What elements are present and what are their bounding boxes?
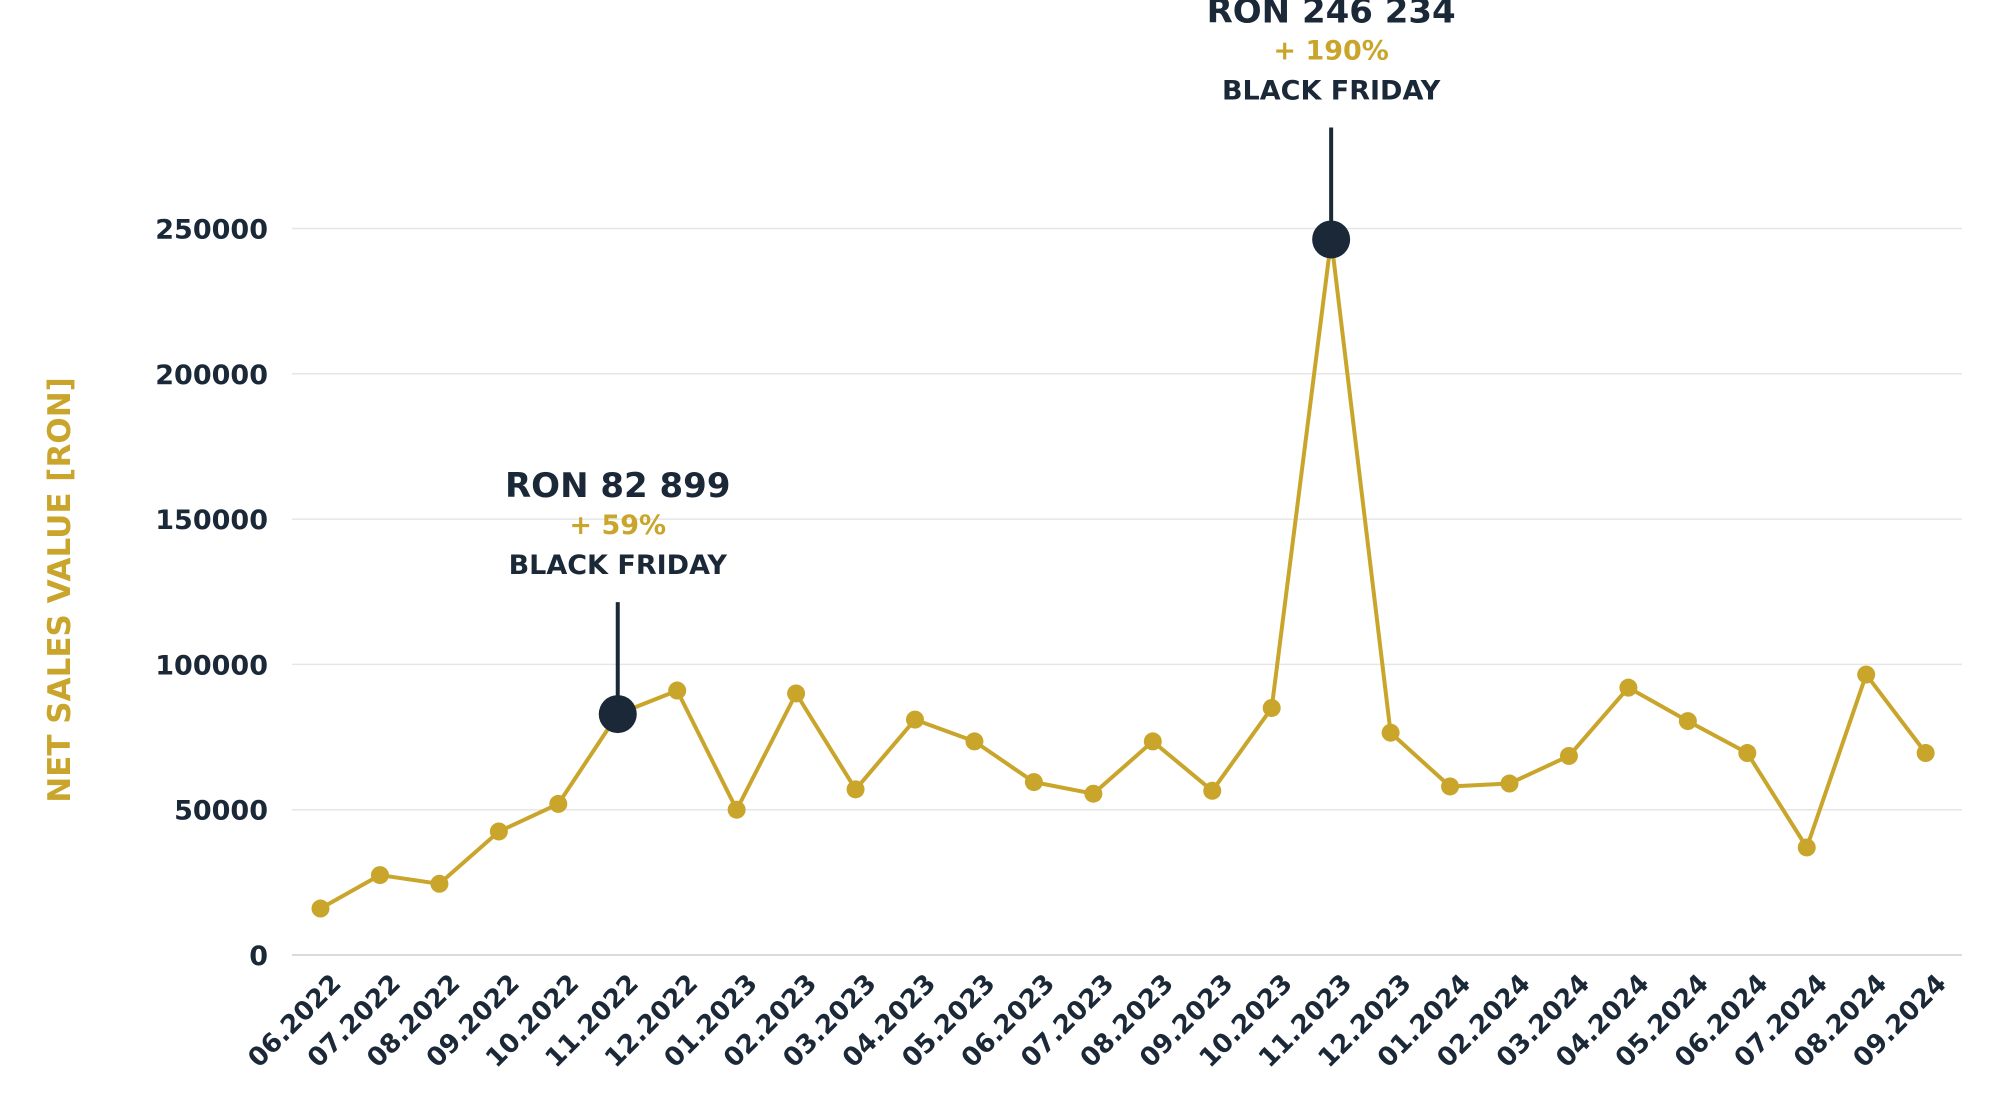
- y-tick-label: 0: [249, 941, 268, 972]
- data-point: [1203, 781, 1222, 800]
- data-point: [1381, 723, 1400, 742]
- data-point: [1262, 698, 1281, 717]
- data-point: [1441, 777, 1460, 796]
- annotation-change: + 190%: [1273, 35, 1388, 66]
- data-point: [1559, 746, 1578, 765]
- highlight-point: [1312, 220, 1351, 259]
- data-point: [965, 732, 984, 751]
- annotation: BLACK FRIDAY + 190% RON 246 234: [1207, 0, 1456, 222]
- data-point: [1857, 665, 1876, 684]
- data-point: [1024, 773, 1043, 792]
- data-point: [1797, 838, 1816, 857]
- data-point: [1143, 732, 1162, 751]
- y-tick-label: 200000: [155, 360, 268, 391]
- data-point: [430, 874, 449, 893]
- data-point: [1619, 678, 1638, 697]
- data-point: [727, 800, 746, 819]
- y-tick-label: 50000: [174, 796, 268, 827]
- data-point: [787, 684, 806, 703]
- data-point: [1500, 774, 1519, 793]
- y-tick-label: 250000: [155, 215, 268, 246]
- annotation: BLACK FRIDAY + 59% RON 82 899: [505, 466, 731, 697]
- annotation-label: BLACK FRIDAY: [1222, 75, 1441, 106]
- data-point: [370, 866, 389, 885]
- highlight-point: [598, 695, 637, 734]
- y-tick-label: 150000: [155, 505, 268, 536]
- series-line: [319, 237, 1928, 911]
- data-point: [846, 780, 865, 799]
- annotation-change: + 59%: [569, 510, 666, 541]
- x-axis-ticks: 06.202207.202208.202209.202210.202211.20…: [242, 969, 1952, 1074]
- data-point: [1084, 784, 1103, 803]
- data-point: [1738, 744, 1757, 763]
- data-point: [549, 794, 568, 813]
- y-axis-ticks: 0 50000 100000 150000 200000 250000: [155, 215, 268, 973]
- grid-layer: [292, 227, 1962, 811]
- annotations: BLACK FRIDAY + 59% RON 82 899 BLACK FRIDAY +…: [505, 0, 1456, 697]
- y-tick-label: 100000: [155, 650, 268, 681]
- annotation-value: RON 82 899: [505, 466, 731, 506]
- data-points: [311, 220, 1935, 918]
- data-point: [906, 710, 924, 729]
- y-axis-title: NET SALES VALUE [RON]: [42, 377, 78, 803]
- annotation-label: BLACK FRIDAY: [509, 550, 728, 581]
- data-point: [1678, 712, 1697, 731]
- data-point: [311, 899, 330, 918]
- data-point: [668, 681, 687, 700]
- annotation-value: RON 246 234: [1207, 0, 1456, 31]
- data-point: [1916, 744, 1935, 763]
- data-point: [489, 822, 508, 841]
